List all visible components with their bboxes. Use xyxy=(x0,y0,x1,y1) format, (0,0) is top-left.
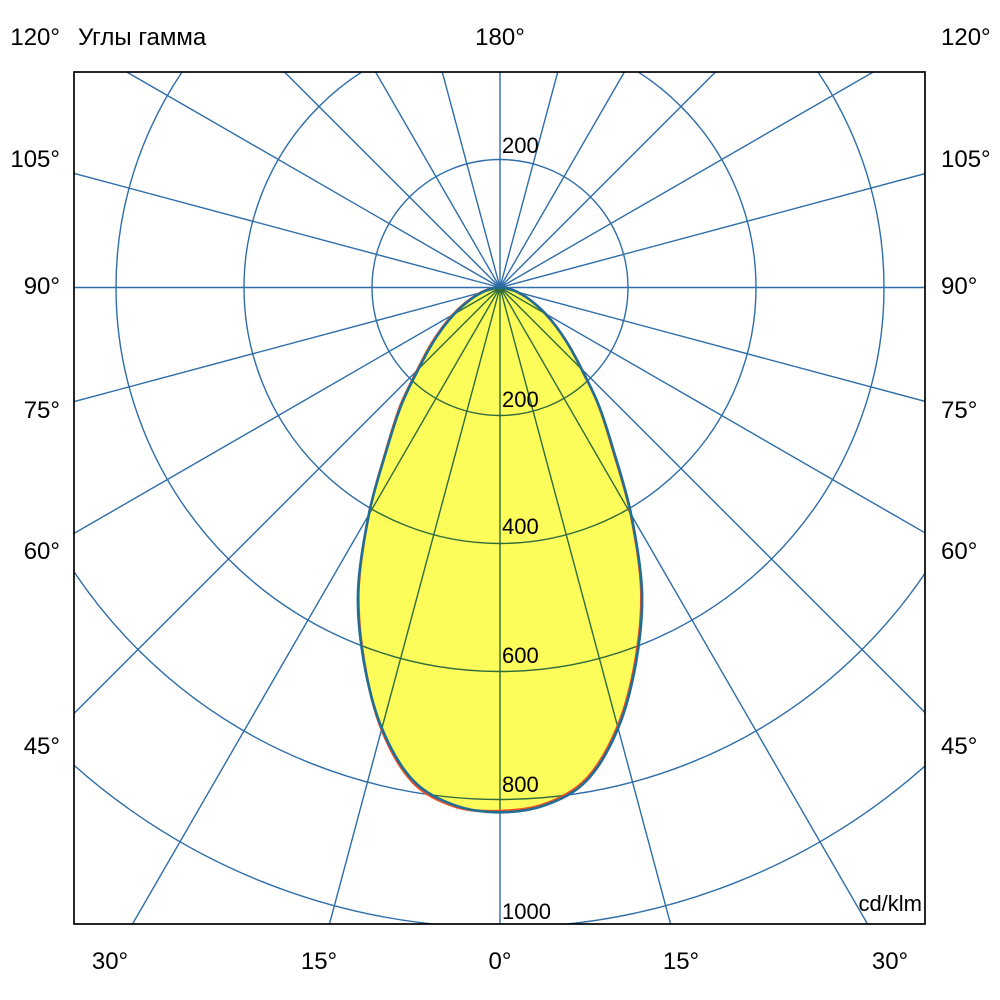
angle-label-top-right: 120° xyxy=(941,24,991,51)
radial-tick-200: 200 xyxy=(502,387,539,412)
angle-label-bottom-30l: 30° xyxy=(91,948,129,975)
angle-label-right-90: 90° xyxy=(941,273,978,300)
radial-tick-600: 600 xyxy=(502,643,539,668)
radial-tick-800: 800 xyxy=(502,772,539,797)
angle-label-top-left: 120° xyxy=(10,24,60,51)
angle-label-left-105: 105° xyxy=(10,146,60,173)
angle-label-top-center: 180° xyxy=(475,24,525,51)
angle-label-right-60: 60° xyxy=(941,538,978,565)
angle-label-left-90: 90° xyxy=(23,273,60,300)
angle-label-bottom-30r: 30° xyxy=(871,948,909,975)
chart-title: Углы гамма xyxy=(78,24,207,51)
angle-label-bottom-15r: 15° xyxy=(662,948,700,975)
angle-label-right-75: 75° xyxy=(941,397,978,424)
radial-tick-200-upper: 200 xyxy=(502,133,539,158)
angle-label-right-105: 105° xyxy=(941,146,991,173)
radial-tick-1000: 1000 xyxy=(502,899,551,924)
angle-label-bottom-0: 0° xyxy=(488,948,512,975)
angle-label-left-60: 60° xyxy=(23,538,60,565)
angle-label-right-45: 45° xyxy=(941,733,978,760)
radial-tick-400: 400 xyxy=(502,514,539,539)
units-label: cd/klm xyxy=(858,891,922,916)
angle-label-left-45: 45° xyxy=(23,733,60,760)
angle-label-left-75: 75° xyxy=(23,397,60,424)
angle-label-bottom-15l: 15° xyxy=(300,948,338,975)
